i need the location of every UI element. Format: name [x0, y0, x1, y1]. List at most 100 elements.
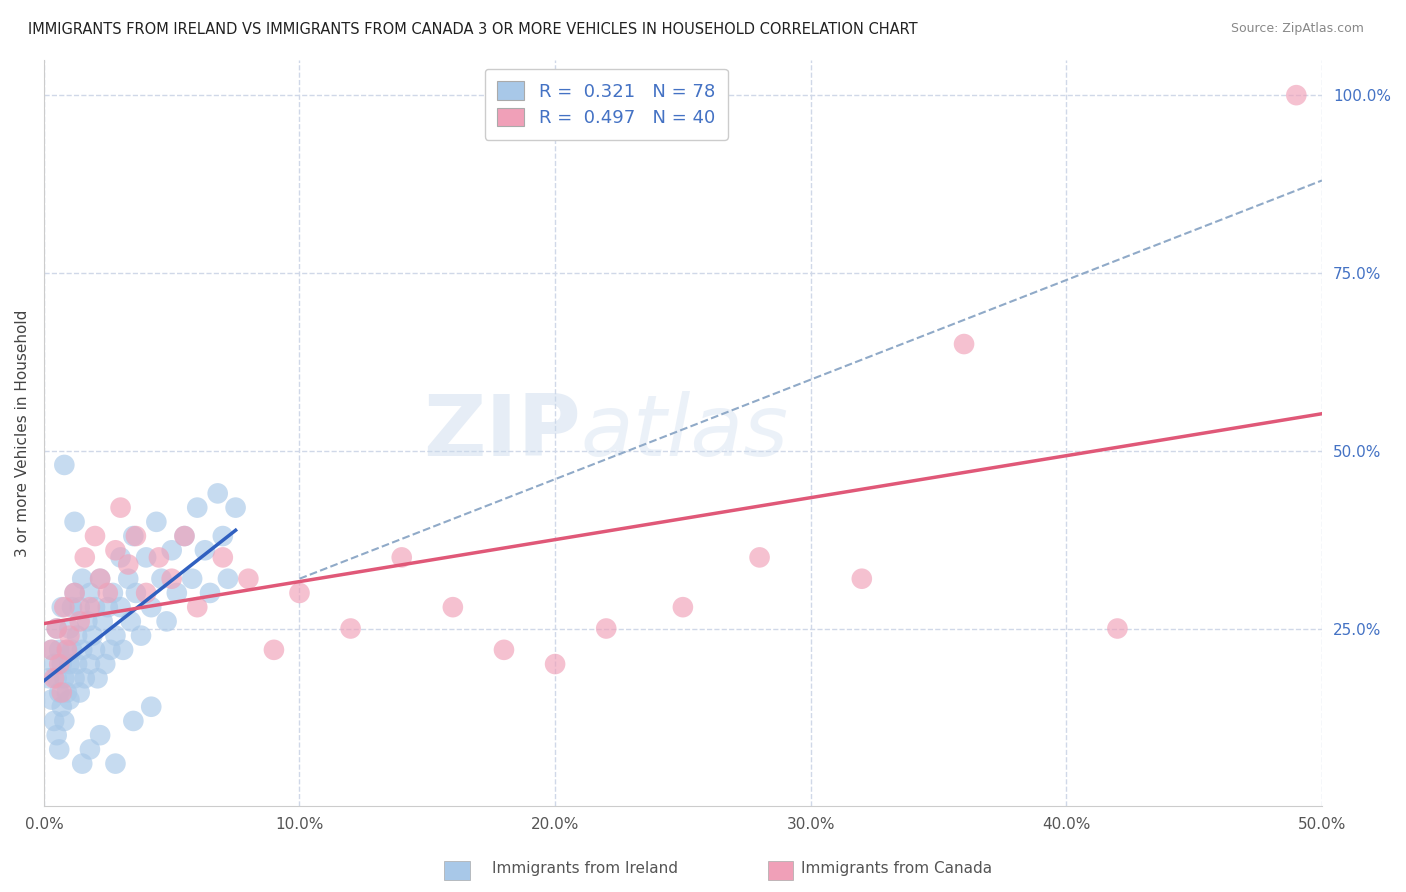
Point [42, 714, 65, 728]
Point [155, 615, 177, 629]
Point [89, 572, 111, 586]
Point [198, 586, 221, 600]
Point [1285, 88, 1308, 103]
Point [112, 643, 135, 657]
Point [173, 529, 195, 543]
Point [595, 622, 617, 636]
Point [150, 572, 173, 586]
Point [42, 657, 65, 671]
Text: ZIP: ZIP [423, 392, 581, 475]
Point [63, 586, 86, 600]
Point [79, 657, 101, 671]
Point [41, 643, 63, 657]
Point [225, 500, 247, 515]
Point [53, 458, 76, 472]
Point [211, 550, 233, 565]
Point [84, 529, 107, 543]
Point [53, 714, 76, 728]
Point [110, 500, 132, 515]
Point [391, 550, 413, 565]
Point [51, 657, 73, 671]
Point [181, 572, 204, 586]
Point [186, 600, 208, 615]
Point [69, 615, 91, 629]
Point [263, 643, 285, 657]
Point [160, 572, 183, 586]
Point [48, 685, 70, 699]
Point [117, 572, 139, 586]
Point [186, 500, 208, 515]
Point [141, 600, 163, 615]
Point [82, 629, 104, 643]
Point [748, 550, 770, 565]
Point [97, 600, 120, 615]
Point [104, 629, 127, 643]
Point [56, 685, 79, 699]
Point [288, 586, 311, 600]
Point [125, 586, 148, 600]
Point [41, 692, 63, 706]
Point [70, 572, 93, 586]
Point [129, 629, 152, 643]
Point [38, 671, 60, 685]
Point [492, 643, 515, 657]
Point [48, 643, 70, 657]
Point [53, 600, 76, 615]
Point [953, 337, 976, 351]
Text: Immigrants from Canada: Immigrants from Canada [801, 861, 993, 876]
Point [84, 600, 107, 615]
Point [58, 692, 80, 706]
Text: Immigrants from Ireland: Immigrants from Ireland [492, 861, 678, 876]
Point [79, 600, 101, 615]
Point [86, 671, 108, 685]
Point [544, 657, 567, 671]
Point [73, 550, 96, 565]
Point [56, 643, 79, 657]
Point [66, 657, 89, 671]
Point [66, 629, 89, 643]
Point [211, 529, 233, 543]
Point [120, 615, 142, 629]
Point [41, 643, 63, 657]
Point [135, 586, 157, 600]
Point [89, 572, 111, 586]
Point [69, 685, 91, 699]
Point [58, 622, 80, 636]
Point [63, 671, 86, 685]
Point [122, 714, 145, 728]
Point [42, 671, 65, 685]
Point [45, 622, 67, 636]
Point [104, 543, 127, 558]
Point [69, 600, 91, 615]
Point [63, 586, 86, 600]
Point [238, 572, 260, 586]
Point [125, 529, 148, 543]
Point [45, 622, 67, 636]
Point [53, 671, 76, 685]
Point [60, 600, 83, 615]
Point [145, 515, 167, 529]
Point [51, 685, 73, 699]
Text: atlas: atlas [581, 392, 789, 475]
Point [58, 629, 80, 643]
Point [98, 643, 121, 657]
Text: Source: ZipAtlas.com: Source: ZipAtlas.com [1230, 22, 1364, 36]
Text: IMMIGRANTS FROM IRELAND VS IMMIGRANTS FROM CANADA 3 OR MORE VEHICLES IN HOUSEHOL: IMMIGRANTS FROM IRELAND VS IMMIGRANTS FR… [28, 22, 918, 37]
Point [58, 657, 80, 671]
Legend: R =  0.321   N = 78, R =  0.497   N = 40: R = 0.321 N = 78, R = 0.497 N = 40 [485, 69, 728, 140]
Point [79, 586, 101, 600]
Point [76, 615, 98, 629]
Point [91, 615, 114, 629]
Point [110, 550, 132, 565]
Point [84, 643, 107, 657]
Point [63, 515, 86, 529]
Point [97, 586, 120, 600]
Point [1107, 622, 1129, 636]
Point [70, 643, 93, 657]
Point [122, 529, 145, 543]
Point [45, 728, 67, 742]
Point [135, 550, 157, 565]
Point [89, 728, 111, 742]
Point [217, 572, 239, 586]
Point [672, 600, 695, 615]
